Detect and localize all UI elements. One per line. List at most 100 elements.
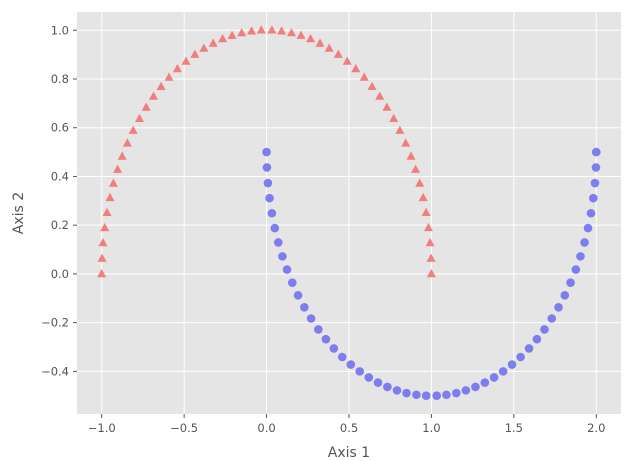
data-point-circle	[364, 373, 374, 382]
data-point-triangle	[181, 56, 191, 65]
data-point-circle	[383, 382, 392, 392]
data-point-circle	[586, 208, 596, 218]
data-point-circle	[498, 367, 508, 376]
data-series	[97, 25, 601, 401]
data-point-triangle	[247, 26, 257, 35]
data-point-circle	[480, 378, 490, 387]
data-point-circle	[300, 302, 309, 312]
data-point-triangle	[426, 268, 436, 278]
data-point-circle	[270, 223, 280, 233]
data-point-triangle	[267, 25, 277, 34]
data-point-circle	[262, 163, 272, 172]
data-point-triangle	[102, 207, 112, 216]
data-point-triangle	[406, 151, 416, 160]
data-point-triangle	[190, 49, 200, 58]
data-point-triangle	[306, 34, 316, 43]
data-point-circle	[392, 386, 402, 395]
grid-lines	[77, 12, 621, 414]
data-point-triangle	[98, 238, 108, 247]
data-point-triangle	[415, 178, 425, 187]
data-point-circle	[540, 325, 549, 334]
data-point-circle	[590, 178, 600, 188]
data-point-circle	[432, 391, 441, 401]
data-point-circle	[516, 352, 525, 362]
data-point-triangle	[324, 43, 334, 52]
data-point-circle	[461, 386, 471, 395]
data-point-circle	[355, 367, 365, 376]
data-point-triangle	[172, 64, 182, 73]
data-point-triangle	[141, 102, 151, 111]
data-point-triangle	[218, 34, 228, 43]
data-point-circle	[278, 252, 287, 261]
data-point-triangle	[164, 72, 174, 81]
data-point-triangle	[315, 38, 325, 47]
data-point-triangle	[156, 81, 166, 90]
data-point-circle	[412, 390, 421, 400]
data-point-triangle	[411, 164, 421, 173]
data-point-circle	[589, 193, 598, 203]
y-tick-label: −0.2	[41, 316, 69, 330]
data-point-triangle	[382, 102, 392, 111]
data-point-circle	[571, 265, 581, 274]
data-point-circle	[452, 388, 461, 398]
data-point-triangle	[128, 125, 138, 134]
data-point-triangle	[105, 192, 115, 202]
x-axis-label: Axis 1	[328, 445, 370, 461]
data-point-triangle	[97, 253, 107, 262]
data-point-triangle	[277, 26, 287, 35]
y-tick-label: 0.6	[51, 121, 69, 135]
data-point-circle	[507, 360, 517, 369]
data-point-circle	[554, 302, 563, 312]
data-point-circle	[566, 278, 575, 287]
data-point-circle	[306, 314, 316, 323]
data-point-circle	[580, 238, 589, 247]
y-tick-label: 0.4	[51, 169, 69, 183]
data-point-triangle	[108, 178, 118, 187]
data-point-circle	[329, 344, 339, 353]
data-point-circle	[273, 238, 283, 247]
data-point-circle	[346, 360, 356, 369]
data-point-circle	[576, 252, 585, 261]
y-tick-label: −0.4	[41, 364, 69, 378]
data-point-circle	[267, 208, 277, 218]
data-point-triangle	[135, 113, 144, 122]
data-point-circle	[489, 373, 499, 382]
data-point-circle	[263, 178, 273, 188]
data-point-triangle	[333, 49, 343, 58]
data-point-circle	[524, 344, 534, 353]
data-point-triangle	[342, 56, 352, 65]
y-tick-label: 0.0	[51, 267, 69, 281]
y-tick-label: 1.0	[51, 23, 69, 37]
data-point-triangle	[418, 192, 428, 202]
data-point-triangle	[256, 25, 266, 34]
data-point-triangle	[395, 125, 405, 134]
data-point-circle	[402, 388, 411, 398]
x-tick-label: 0.5	[340, 421, 358, 435]
data-point-circle	[442, 390, 451, 400]
data-point-circle	[373, 378, 383, 387]
data-point-triangle	[113, 164, 123, 173]
data-point-triangle	[122, 138, 132, 147]
y-tick-label: 0.2	[51, 218, 69, 232]
data-point-circle	[287, 278, 297, 287]
data-point-circle	[471, 382, 480, 392]
tick-labels: −1.0 −0.5 0.0 0.5 1.0 1.5 2.0 −0.4 −0.2 0.0 0.2 0.4…	[41, 23, 605, 435]
data-point-circle	[293, 291, 303, 300]
circle-series	[262, 147, 601, 401]
x-tick-label: 1.0	[422, 421, 440, 435]
x-tick-label: −0.5	[170, 421, 198, 435]
data-point-triangle	[359, 72, 369, 81]
data-point-circle	[265, 193, 274, 203]
data-point-circle	[314, 325, 323, 334]
data-point-circle	[262, 147, 271, 157]
data-point-triangle	[351, 64, 361, 73]
data-point-triangle	[426, 253, 436, 262]
data-point-triangle	[375, 91, 385, 100]
data-point-circle	[591, 147, 601, 157]
data-point-triangle	[389, 113, 399, 122]
data-point-circle	[560, 291, 570, 300]
data-point-triangle	[117, 151, 127, 160]
y-axis-label: Axis 2	[11, 192, 27, 234]
data-point-triangle	[227, 30, 237, 39]
data-point-triangle	[208, 38, 218, 47]
